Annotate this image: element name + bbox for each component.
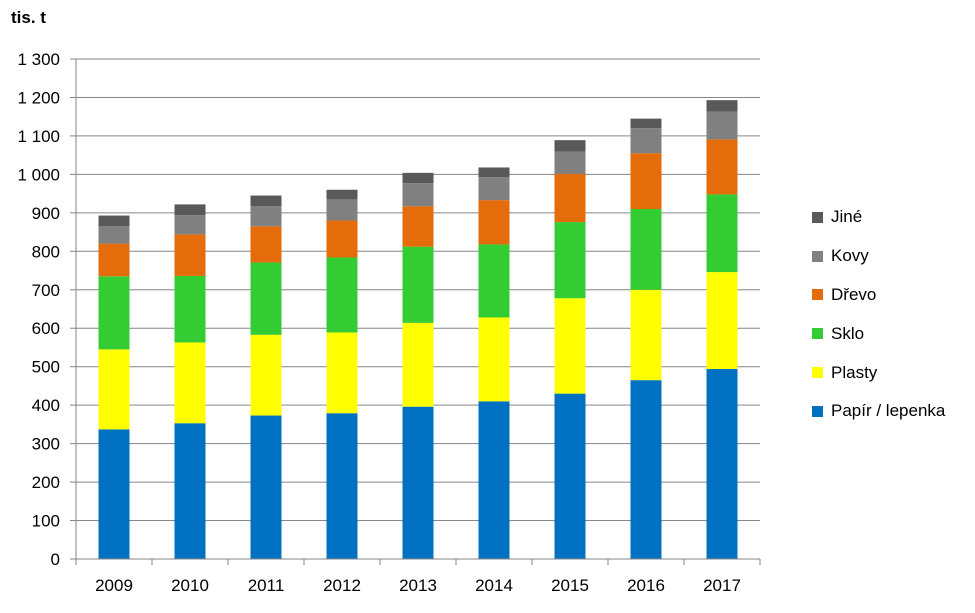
y-tick-label: 1 100 [17,127,60,146]
bar-segment-2015-s0 [554,393,586,559]
bar-segment-2011-s1 [250,334,282,416]
bar-segment-2016-s1 [630,289,662,381]
bar-segment-2011-s0 [250,415,282,559]
bar-segment-2015-s5 [554,140,586,152]
bar-segment-2017-s0 [706,369,738,559]
y-tick-label: 200 [32,473,60,492]
bar-segment-2011-s4 [250,206,282,227]
bar-segment-2013-s2 [402,246,434,323]
bar-segment-2016-s0 [630,380,662,559]
bar-segment-2014-s3 [478,200,510,245]
bar-segment-2009-s4 [98,226,130,244]
x-tick-label: 2013 [399,576,437,595]
x-tick-label: 2010 [171,576,209,595]
legend-swatch [812,367,823,379]
bar-segment-2012-s2 [326,257,358,333]
bar-segment-2015-s2 [554,222,586,299]
bar-segment-2010-s1 [174,342,206,424]
bar-segment-2012-s3 [326,220,358,258]
bar-segment-2017-s3 [706,139,738,195]
bar-segment-2016-s5 [630,118,662,129]
bar-segment-2017-s1 [706,272,738,369]
bar-segment-2011-s3 [250,226,282,263]
bar-segment-2010-s5 [174,204,206,216]
bar-segment-2009-s3 [98,243,130,277]
y-tick-label: 700 [32,281,60,300]
y-tick-label: 500 [32,358,60,377]
bar-segment-2016-s4 [630,128,662,154]
bar-segment-2012-s0 [326,413,358,559]
bar-segment-2015-s3 [554,174,586,223]
legend-item: Plasty [812,353,945,392]
y-tick-label: 1 000 [17,165,60,184]
bar-segment-2010-s0 [174,423,206,559]
y-unit-label: tis. t [11,8,46,27]
bar-segment-2014-s5 [478,167,510,178]
x-tick-label: 2014 [475,576,513,595]
bar-segment-2009-s5 [98,215,130,227]
legend-item: Jiné [812,198,945,237]
x-tick-label: 2011 [248,576,285,595]
legend-label: Dřevo [831,284,877,304]
bar-segment-2009-s0 [98,429,130,559]
bar-segment-2009-s1 [98,349,130,430]
bar-segment-2013-s3 [402,206,434,247]
x-tick-label: 2012 [323,576,361,595]
bar-segment-2011-s5 [250,195,282,207]
legend-label: Sklo [831,323,865,343]
bar-segment-2012-s4 [326,199,358,221]
x-tick-label: 2016 [627,576,665,595]
legend-item: Kovy [812,237,945,276]
bar-segment-2016-s2 [630,209,662,290]
bar-segment-2012-s1 [326,332,358,414]
legend-label: Jiné [831,207,863,227]
bar-segment-2013-s5 [402,172,434,184]
legend-label: Plasty [831,362,878,382]
bar-segment-2011-s2 [250,262,282,335]
legend-swatch [812,250,823,262]
bar-segment-2017-s4 [706,111,738,140]
legend-swatch [812,289,823,301]
y-tick-label: 100 [32,512,60,531]
y-tick-label: 300 [32,435,60,454]
bar-segment-2010-s3 [174,234,206,276]
bar-segment-2013-s1 [402,322,434,407]
bar-segment-2010-s2 [174,275,206,343]
y-tick-label: 800 [32,242,60,261]
y-tick-label: 600 [32,319,60,338]
legend-label: Papír / lepenka [831,401,946,421]
legend-label: Kovy [831,246,869,266]
bar-segment-2012-s5 [326,189,358,200]
bar-segment-2013-s4 [402,183,434,207]
bar-segment-2013-s0 [402,406,434,559]
bar-segment-2014-s4 [478,177,510,201]
bar-segment-2014-s0 [478,401,510,559]
bar-segment-2014-s2 [478,244,510,318]
bar-segment-2010-s4 [174,215,206,235]
legend: Jiné Kovy Dřevo Sklo Plasty Papír / lepenka [812,198,945,431]
bar-segment-2017-s2 [706,194,738,273]
legend-swatch [812,405,823,417]
legend-item: Sklo [812,314,945,353]
x-tick-label: 2015 [551,576,589,595]
bar-segment-2015-s1 [554,298,586,394]
bar-segment-2015-s4 [554,151,586,174]
bar-segment-2009-s2 [98,276,130,350]
y-tick-label: 0 [51,550,60,569]
bar-segment-2014-s1 [478,317,510,402]
y-tick-label: 1 300 [17,50,60,69]
legend-item: Papír / lepenka [812,392,945,431]
x-tick-label: 2017 [703,576,741,595]
legend-swatch [812,211,823,223]
y-tick-label: 900 [32,204,60,223]
legend-swatch [812,328,823,340]
x-tick-label: 2009 [95,576,133,595]
y-tick-label: 1 200 [17,88,60,107]
bar-segment-2016-s3 [630,153,662,209]
y-tick-label: 400 [32,396,60,415]
bar-segment-2017-s5 [706,100,738,112]
legend-item: Dřevo [812,276,945,315]
